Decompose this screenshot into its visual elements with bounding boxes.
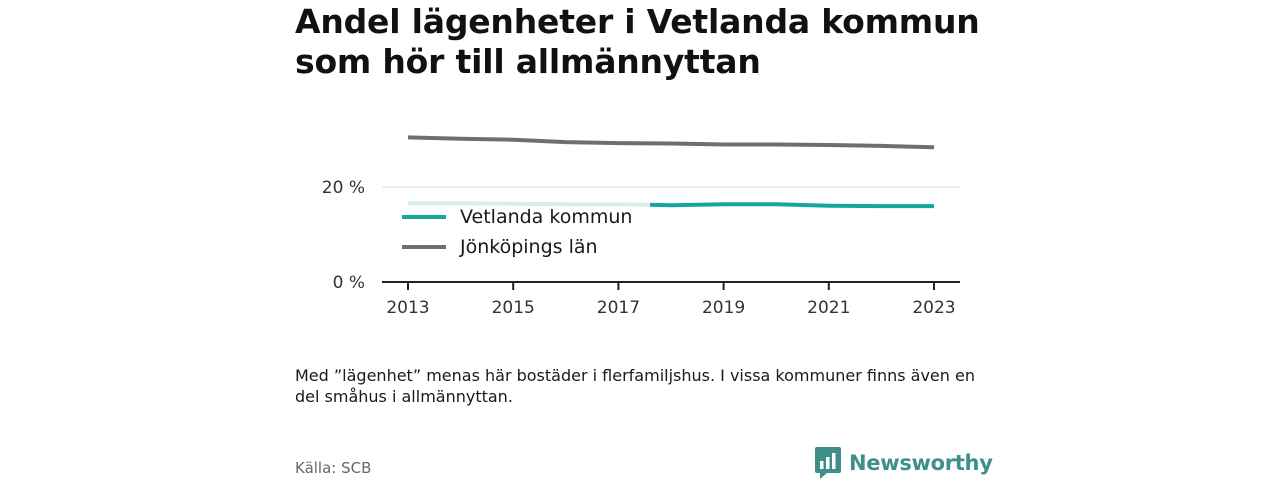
legend-label: Jönköpings län — [459, 236, 598, 258]
line-chart: 0 % 20 % 2013 2015 2017 2019 2021 2023 Vetlanda… — [322, 135, 960, 318]
x-tick-label: 2021 — [807, 298, 850, 318]
legend-label: Vetlanda kommun — [460, 206, 632, 228]
legend-background — [392, 200, 650, 266]
newsworthy-logo-icon — [815, 447, 841, 479]
chart-title: Andel lägenheter i Vetlanda kommun som h… — [295, 2, 980, 81]
brand-name: Newsworthy — [849, 451, 993, 475]
y-tick-label: 0 % — [333, 273, 365, 293]
legend: Vetlanda kommun Jönköpings län — [392, 200, 650, 266]
chart-note: Med ”lägenhet” menas här bostäder i fler… — [295, 366, 975, 406]
x-tick-label: 2019 — [702, 298, 745, 318]
brand-logo[interactable]: Newsworthy — [814, 446, 993, 480]
source-label: Källa: SCB — [295, 459, 372, 477]
x-tick-label: 2013 — [386, 298, 429, 318]
series-line-jonkopings-lan — [407, 135, 935, 150]
x-tick-label: 2017 — [597, 298, 640, 318]
x-tick-label: 2015 — [492, 298, 535, 318]
series-lines — [407, 135, 935, 209]
y-tick-label: 20 % — [322, 178, 365, 198]
axes: 0 % 20 % 2013 2015 2017 2019 2021 2023 — [322, 178, 960, 318]
x-tick-label: 2023 — [912, 298, 955, 318]
